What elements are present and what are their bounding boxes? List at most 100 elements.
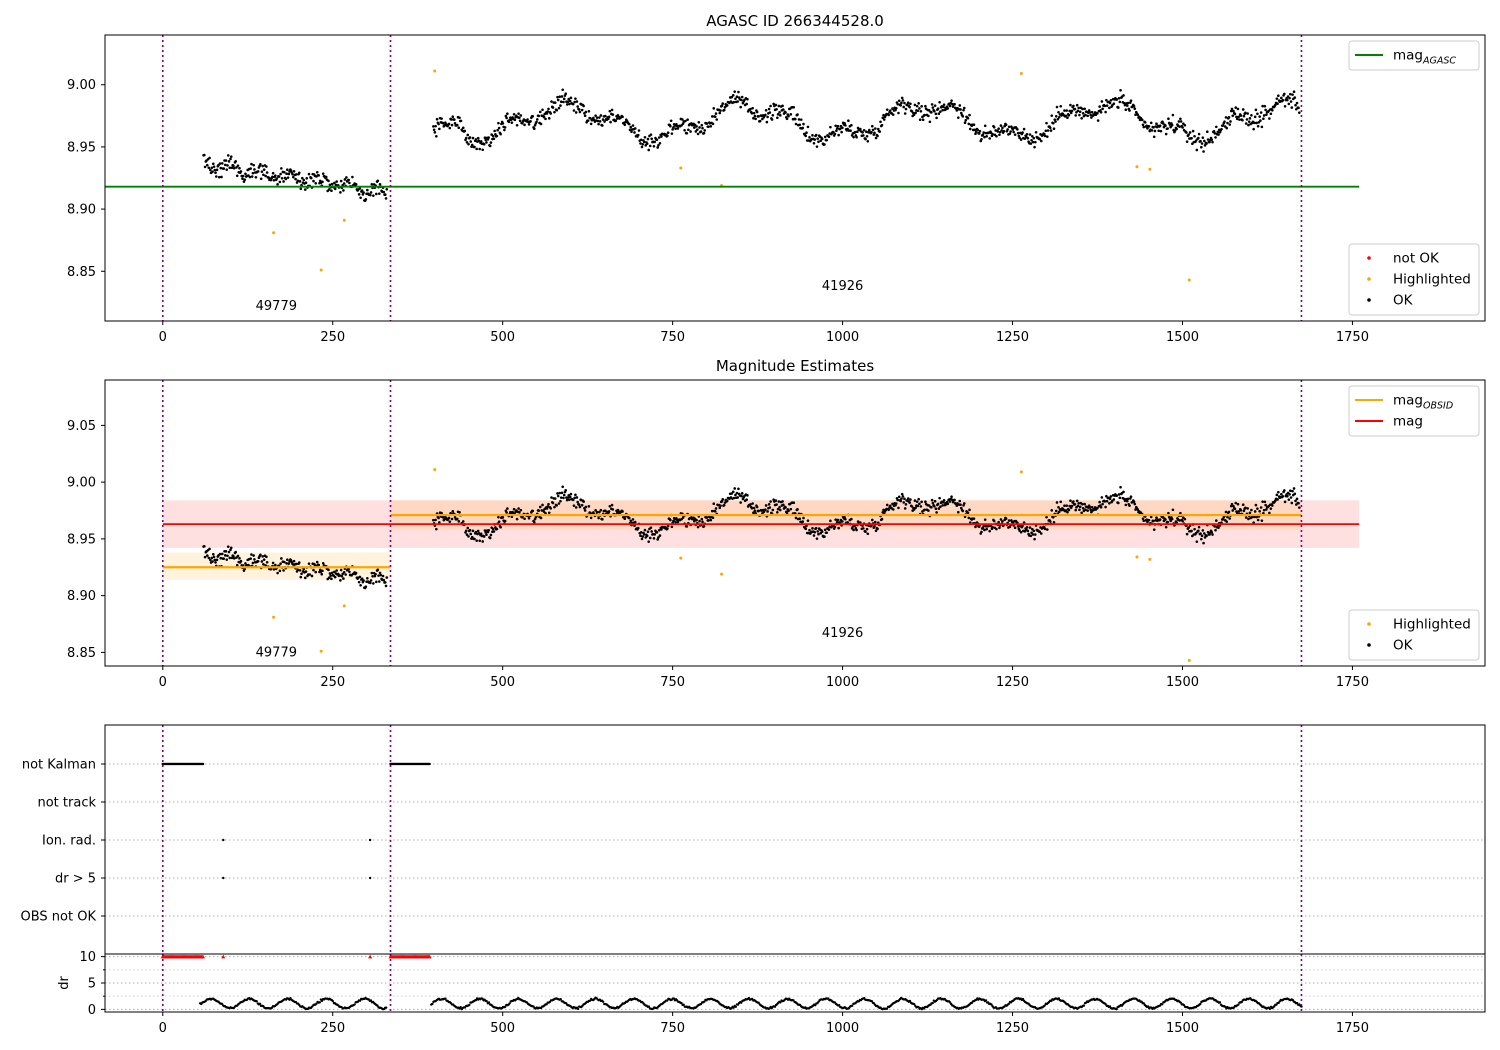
ok-point xyxy=(1237,510,1241,513)
ok-point xyxy=(621,510,624,513)
ok-point xyxy=(937,507,941,510)
ok-point xyxy=(1214,528,1217,532)
ok-point xyxy=(1129,495,1133,498)
ok-point xyxy=(820,530,824,533)
ok-point xyxy=(1227,116,1231,119)
ok-point xyxy=(696,525,700,529)
ok-point xyxy=(574,111,578,114)
ok-point xyxy=(209,558,212,562)
ok-point xyxy=(699,130,703,133)
ok-point xyxy=(262,558,266,561)
ok-point xyxy=(573,496,576,500)
ok-point xyxy=(939,110,942,113)
ok-point xyxy=(751,106,754,110)
ok-point xyxy=(916,504,920,508)
mag-obsid-band xyxy=(162,552,391,580)
ok-point xyxy=(560,491,564,495)
p1-y-tick-label: 8.95 xyxy=(67,140,96,155)
ok-point xyxy=(222,167,226,170)
ok-point xyxy=(264,174,267,178)
ok-point xyxy=(992,126,996,129)
dr-point xyxy=(913,1002,916,1006)
ok-point xyxy=(226,154,230,157)
ok-point xyxy=(286,176,290,179)
flag-label: OBS not OK xyxy=(21,910,97,925)
obsid-annotation: 41926 xyxy=(822,626,863,641)
ok-point xyxy=(227,550,231,554)
ok-point xyxy=(453,516,457,519)
ok-point xyxy=(959,111,963,115)
ok-point xyxy=(900,497,903,500)
ok-point xyxy=(749,503,752,506)
dr-point xyxy=(504,1005,507,1008)
ok-point xyxy=(1019,530,1023,534)
ok-point xyxy=(901,99,905,102)
ok-point xyxy=(449,118,453,121)
ok-point xyxy=(229,157,232,161)
ok-point xyxy=(1045,515,1048,519)
ok-point xyxy=(544,512,547,515)
ok-point xyxy=(265,165,268,168)
ok-point xyxy=(330,182,334,186)
ok-point xyxy=(1297,111,1301,114)
ok-point xyxy=(1080,116,1083,120)
dr-point xyxy=(680,1001,683,1005)
ok-point xyxy=(1023,137,1027,140)
ok-point xyxy=(370,571,374,575)
ok-point xyxy=(321,569,324,573)
ok-point xyxy=(1081,506,1085,510)
ok-point xyxy=(837,133,840,137)
ok-point xyxy=(479,140,483,143)
ok-point xyxy=(214,175,218,178)
ok-point xyxy=(556,95,559,99)
ok-point xyxy=(1177,120,1181,123)
ok-point xyxy=(802,516,805,520)
ok-point xyxy=(553,497,557,500)
ok-point xyxy=(731,490,735,494)
ok-point xyxy=(1269,507,1273,510)
ok-point xyxy=(776,510,779,514)
ok-point xyxy=(235,174,239,178)
ok-point xyxy=(1262,114,1266,117)
ok-point xyxy=(437,122,440,126)
dr-point xyxy=(773,1005,777,1008)
ok-point xyxy=(209,168,212,172)
p1-lower-legend-marker xyxy=(1367,277,1371,281)
ok-point xyxy=(774,103,778,107)
ok-point xyxy=(1009,130,1012,133)
ok-point xyxy=(674,520,677,524)
ok-point xyxy=(1244,122,1248,125)
ok-point xyxy=(1043,527,1047,531)
ok-point xyxy=(381,574,385,578)
ok-point xyxy=(467,535,470,538)
ok-point xyxy=(961,509,965,513)
ok-point xyxy=(302,567,306,571)
ok-point xyxy=(733,90,737,93)
ok-point xyxy=(1195,148,1199,152)
ok-point xyxy=(730,95,734,99)
ok-point xyxy=(804,527,808,531)
ok-point xyxy=(643,135,647,139)
ok-point xyxy=(594,509,597,512)
ok-point xyxy=(1103,104,1107,108)
p4-x-tick-label: 250 xyxy=(320,1021,345,1036)
highlighted-point xyxy=(319,649,323,653)
ok-point xyxy=(771,113,775,117)
ok-point xyxy=(535,120,538,124)
ok-point xyxy=(1224,510,1228,514)
ok-point xyxy=(601,118,605,121)
ok-point xyxy=(1294,499,1297,503)
ok-point xyxy=(1253,115,1257,119)
ok-point xyxy=(1283,500,1287,504)
ok-point xyxy=(354,571,358,575)
ok-point xyxy=(333,575,337,579)
ok-point xyxy=(1052,127,1056,131)
ok-point xyxy=(276,571,279,575)
ok-point xyxy=(874,136,878,140)
ok-point xyxy=(1200,534,1204,538)
dr-point xyxy=(588,999,592,1002)
ok-point xyxy=(501,516,505,519)
ok-point xyxy=(789,113,793,116)
ok-point xyxy=(752,111,756,115)
